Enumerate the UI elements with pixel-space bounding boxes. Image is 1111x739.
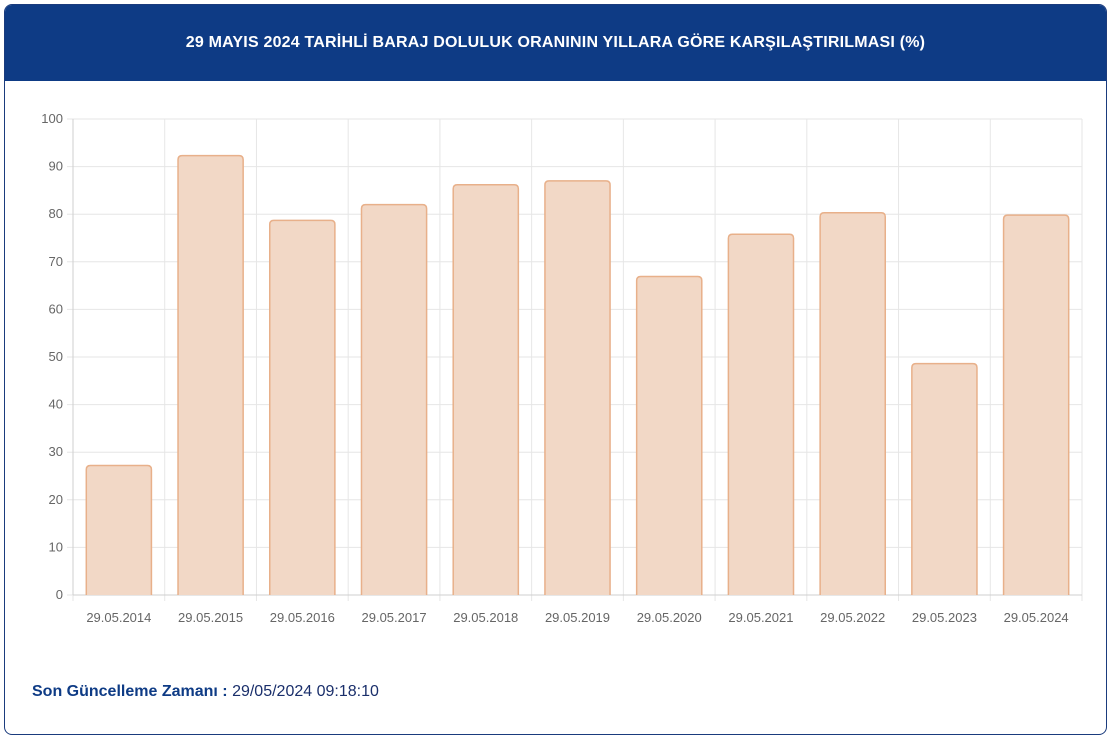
x-tick-label: 29.05.2018	[453, 610, 518, 625]
y-tick-label: 70	[49, 254, 63, 269]
x-tick-label: 29.05.2015	[178, 610, 243, 625]
last-update-value: 29/05/2024 09:18:10	[232, 683, 379, 700]
y-tick-label: 60	[49, 301, 63, 316]
bar-chart: 0 10 20 30 40 50 60 70 80 90 100 29.05.2014 29.05.20…	[41, 111, 1083, 625]
x-tick-label: 29.05.2016	[270, 610, 335, 625]
x-tick-label: 29.05.2020	[637, 610, 702, 625]
chart-card: 29 MAYIS 2024 TARİHLİ BARAJ DOLULUK ORAN…	[4, 4, 1107, 735]
y-tick-label: 10	[49, 539, 63, 554]
bar-29.05.2018[interactable]	[452, 183, 520, 595]
bar-29.05.2024[interactable]	[1002, 214, 1070, 595]
x-tick-label: 29.05.2017	[362, 610, 427, 625]
y-tick-label: 100	[41, 111, 63, 126]
last-update: Son Güncelleme Zamanı : 29/05/2024 09:18…	[32, 683, 379, 701]
bar-29.05.2023[interactable]	[911, 362, 978, 595]
bar-29.05.2019[interactable]	[544, 180, 611, 595]
bar-29.05.2021[interactable]	[727, 233, 795, 595]
y-tick-label: 50	[49, 349, 63, 364]
x-tick-label: 29.05.2024	[1004, 610, 1069, 625]
y-tick-label: 80	[49, 206, 63, 221]
bar-29.05.2016[interactable]	[269, 219, 336, 595]
chart-title: 29 MAYIS 2024 TARİHLİ BARAJ DOLULUK ORAN…	[185, 34, 926, 51]
y-tick-label: 90	[49, 159, 63, 174]
x-tick-label: 29.05.2019	[545, 610, 610, 625]
chart-header: 29 MAYIS 2024 TARİHLİ BARAJ DOLULUK ORAN…	[5, 5, 1106, 81]
x-tick-label: 29.05.2021	[728, 610, 793, 625]
x-tick-label: 29.05.2022	[820, 610, 885, 625]
y-tick-label: 40	[49, 397, 63, 412]
bar-29.05.2017[interactable]	[360, 203, 428, 595]
x-tick-label: 29.05.2014	[86, 610, 151, 625]
x-tick-label: 29.05.2023	[912, 610, 977, 625]
chart-area: 0 10 20 30 40 50 60 70 80 90 100 29.05.2014 29.05.20…	[5, 81, 1106, 641]
bar-29.05.2014[interactable]	[85, 464, 153, 595]
last-update-label: Son Güncelleme Zamanı :	[32, 683, 228, 700]
y-tick-label: 0	[56, 587, 63, 602]
bar-29.05.2015[interactable]	[177, 154, 244, 595]
bar-29.05.2022[interactable]	[819, 212, 886, 595]
bar-29.05.2020[interactable]	[635, 275, 703, 595]
y-tick-label: 30	[49, 444, 63, 459]
y-tick-label: 20	[49, 492, 63, 507]
